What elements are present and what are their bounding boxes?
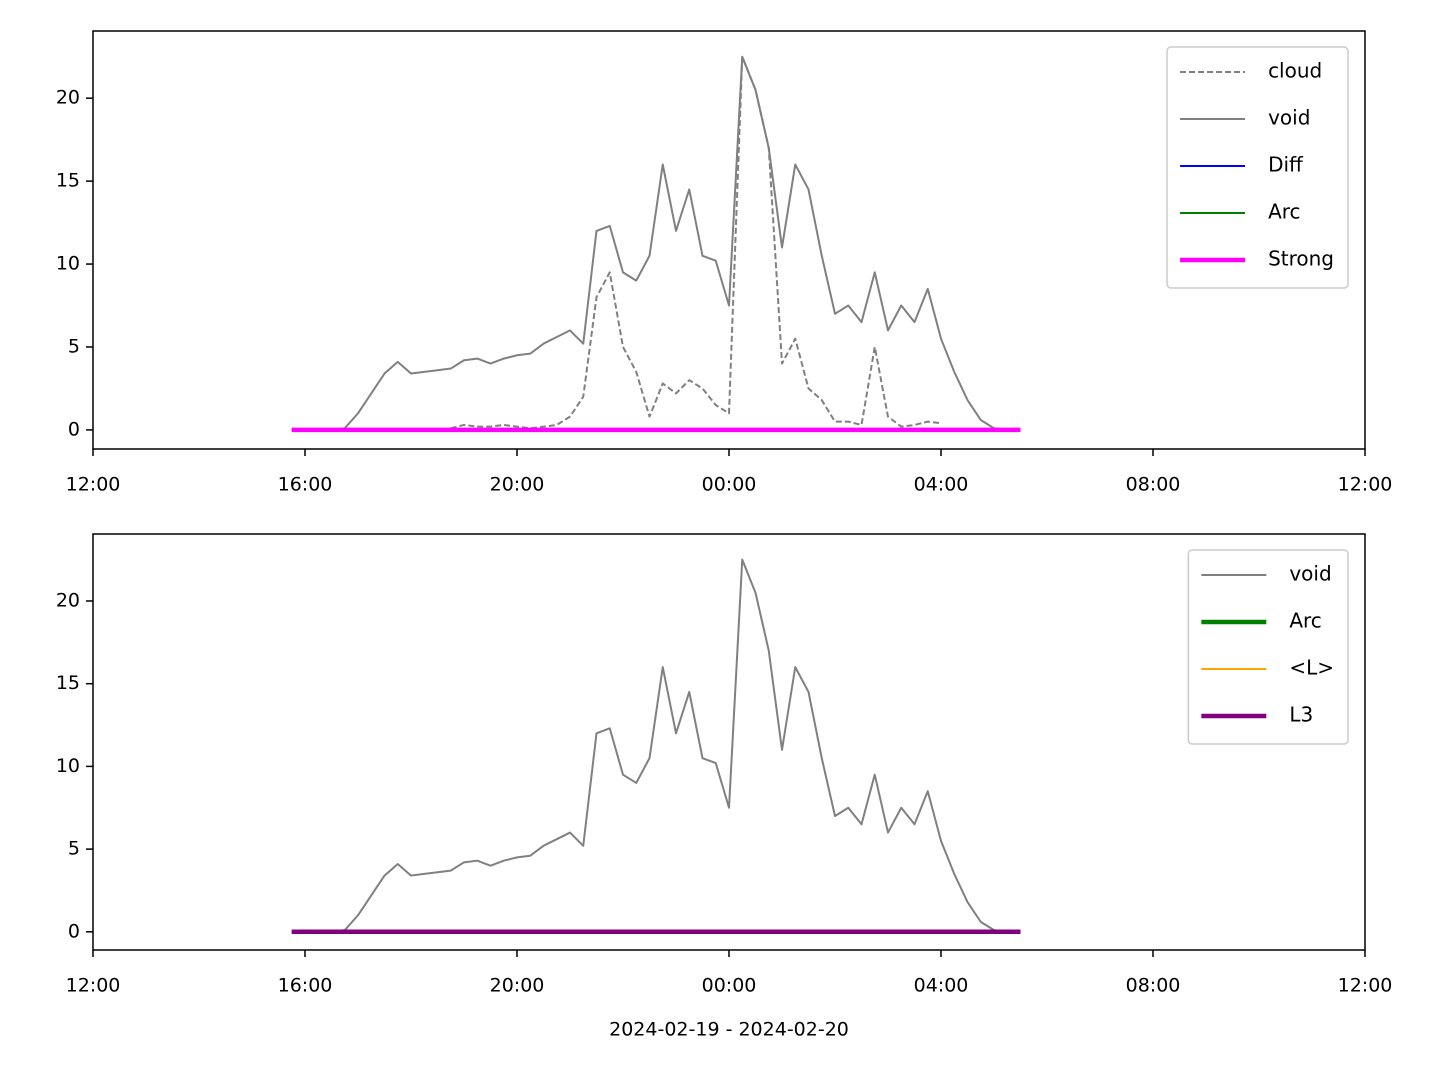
x-tick-label: 08:00: [1126, 474, 1181, 496]
x-tick-label: 20:00: [490, 474, 545, 496]
y-tick-label: 5: [68, 335, 80, 357]
axes-frame: [92, 30, 1366, 450]
y-tick-label: 0: [68, 418, 80, 440]
y-tick-label: 20: [56, 589, 80, 611]
x-tick-label: 16:00: [278, 474, 333, 496]
legend-label: Arc: [1289, 609, 1321, 633]
y-tick-label: 20: [56, 87, 80, 109]
legend-label: Strong: [1268, 247, 1334, 271]
series-line: [291, 558, 1021, 933]
x-tick-label: 00:00: [702, 975, 757, 997]
y-tick-label: 0: [68, 920, 80, 942]
y-tick-label: 15: [56, 170, 80, 192]
x-tick-label: 12:00: [1338, 474, 1393, 496]
legend-box: [1187, 549, 1349, 745]
series-line: [291, 55, 1021, 431]
y-tick-label: 10: [56, 253, 80, 275]
legend-label: cloud: [1268, 59, 1322, 83]
x-tick-label: 12:00: [66, 474, 121, 496]
axes-frame: [92, 533, 1366, 951]
x-tick-label: 04:00: [914, 975, 969, 997]
legend-label: void: [1268, 106, 1310, 130]
x-tick-label: 08:00: [1126, 975, 1181, 997]
legend-label: Arc: [1268, 200, 1300, 224]
legend-label: <L>: [1289, 656, 1334, 680]
x-axis-label: 2024-02-19 - 2024-02-20: [609, 1019, 849, 1041]
x-tick-label: 20:00: [490, 975, 545, 997]
series-line: [450, 55, 942, 430]
legend: void Arc <L> L3: [1187, 549, 1349, 745]
legend-label: Diff: [1268, 153, 1304, 177]
y-tick-label: 10: [56, 755, 80, 777]
x-tick-label: 12:00: [66, 975, 121, 997]
x-tick-label: 00:00: [702, 474, 757, 496]
legend: cloud void Diff Arc Strong: [1166, 46, 1349, 289]
x-tick-label: 04:00: [914, 474, 969, 496]
legend-box: [1166, 46, 1349, 289]
y-tick-label: 15: [56, 672, 80, 694]
legend-label: L3: [1289, 703, 1313, 727]
x-tick-label: 16:00: [278, 975, 333, 997]
y-tick-label: 5: [68, 838, 80, 860]
legend-label: void: [1289, 562, 1331, 586]
x-tick-label: 12:00: [1338, 975, 1393, 997]
